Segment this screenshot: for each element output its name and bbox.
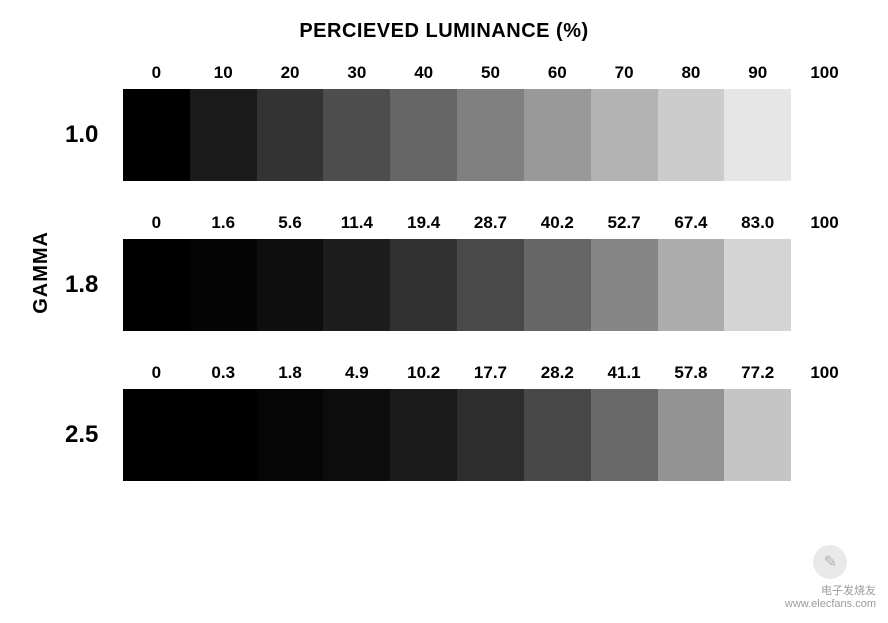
swatch — [591, 89, 658, 181]
value-label: 41.1 — [591, 363, 658, 383]
swatch — [724, 239, 791, 331]
value-label: 1.6 — [190, 213, 257, 233]
swatch — [457, 389, 524, 481]
swatch-strip — [123, 389, 858, 481]
swatch — [457, 89, 524, 181]
watermark: ✎ 电子发烧友 www.elecfans.com — [785, 545, 876, 611]
value-label: 10.2 — [390, 363, 457, 383]
swatch — [524, 239, 591, 331]
swatch — [658, 389, 725, 481]
gamma-row: 0102030405060708090100 1.0 — [65, 63, 858, 181]
swatch — [724, 89, 791, 181]
swatch — [190, 89, 257, 181]
value-label: 0.3 — [190, 363, 257, 383]
swatch — [190, 239, 257, 331]
value-label: 100 — [791, 363, 858, 383]
value-label: 11.4 — [323, 213, 390, 233]
value-labels: 01.65.611.419.428.740.252.767.483.0100 — [123, 213, 858, 233]
value-labels: 0102030405060708090100 — [123, 63, 858, 83]
rows-container: 01020304050607080901001.001.65.611.419.4… — [65, 63, 858, 481]
swatch — [323, 89, 390, 181]
gamma-label: 1.0 — [65, 121, 123, 149]
swatch — [791, 239, 858, 331]
value-label: 0 — [123, 363, 190, 383]
value-label: 77.2 — [724, 363, 791, 383]
value-label: 1.8 — [257, 363, 324, 383]
swatch — [257, 239, 324, 331]
row-body: 1.0 — [65, 89, 858, 181]
swatch — [323, 389, 390, 481]
value-label: 30 — [323, 63, 390, 83]
watermark-line2: www.elecfans.com — [785, 598, 876, 611]
value-label: 28.2 — [524, 363, 591, 383]
value-label: 100 — [791, 63, 858, 83]
swatch — [123, 389, 190, 481]
value-label: 52.7 — [591, 213, 658, 233]
swatch-strip — [123, 89, 858, 181]
pencil-icon: ✎ — [813, 545, 847, 579]
gamma-row: 01.65.611.419.428.740.252.767.483.01001.… — [65, 213, 858, 331]
value-label: 57.8 — [658, 363, 725, 383]
swatch — [724, 389, 791, 481]
value-label: 70 — [591, 63, 658, 83]
swatch — [524, 389, 591, 481]
value-label: 4.9 — [323, 363, 390, 383]
watermark-line1: 电子发烧友 — [785, 585, 876, 598]
value-label: 90 — [724, 63, 791, 83]
value-label: 80 — [658, 63, 725, 83]
value-label: 28.7 — [457, 213, 524, 233]
swatch — [390, 89, 457, 181]
value-label: 10 — [190, 63, 257, 83]
value-label: 60 — [524, 63, 591, 83]
value-label: 67.4 — [658, 213, 725, 233]
swatch — [323, 239, 390, 331]
value-label: 40.2 — [524, 213, 591, 233]
chart-title: PERCIEVED LUMINANCE (%) — [30, 20, 858, 43]
y-axis-label: GAMMA — [30, 231, 53, 314]
swatch — [591, 239, 658, 331]
swatch — [390, 389, 457, 481]
swatch — [524, 89, 591, 181]
swatch-strip — [123, 239, 858, 331]
value-label: 0 — [123, 63, 190, 83]
value-label: 50 — [457, 63, 524, 83]
swatch — [591, 389, 658, 481]
value-label: 100 — [791, 213, 858, 233]
value-label: 19.4 — [390, 213, 457, 233]
value-label: 17.7 — [457, 363, 524, 383]
swatch — [658, 239, 725, 331]
value-label: 40 — [390, 63, 457, 83]
swatch — [457, 239, 524, 331]
value-labels: 00.31.84.910.217.728.241.157.877.2100 — [123, 363, 858, 383]
value-label: 20 — [257, 63, 324, 83]
value-label: 83.0 — [724, 213, 791, 233]
chart-area: GAMMA 01020304050607080901001.001.65.611… — [30, 63, 858, 481]
swatch — [658, 89, 725, 181]
swatch — [390, 239, 457, 331]
swatch — [123, 89, 190, 181]
value-label: 5.6 — [257, 213, 324, 233]
gamma-row: 00.31.84.910.217.728.241.157.877.2100 2.5 — [65, 363, 858, 481]
value-label: 0 — [123, 213, 190, 233]
row-body: 1.8 — [65, 239, 858, 331]
swatch — [791, 89, 858, 181]
gamma-label: 1.8 — [65, 271, 123, 299]
swatch — [190, 389, 257, 481]
swatch — [257, 89, 324, 181]
row-body: 2.5 — [65, 389, 858, 481]
gamma-label: 2.5 — [65, 421, 123, 449]
swatch — [257, 389, 324, 481]
swatch — [791, 389, 858, 481]
swatch — [123, 239, 190, 331]
